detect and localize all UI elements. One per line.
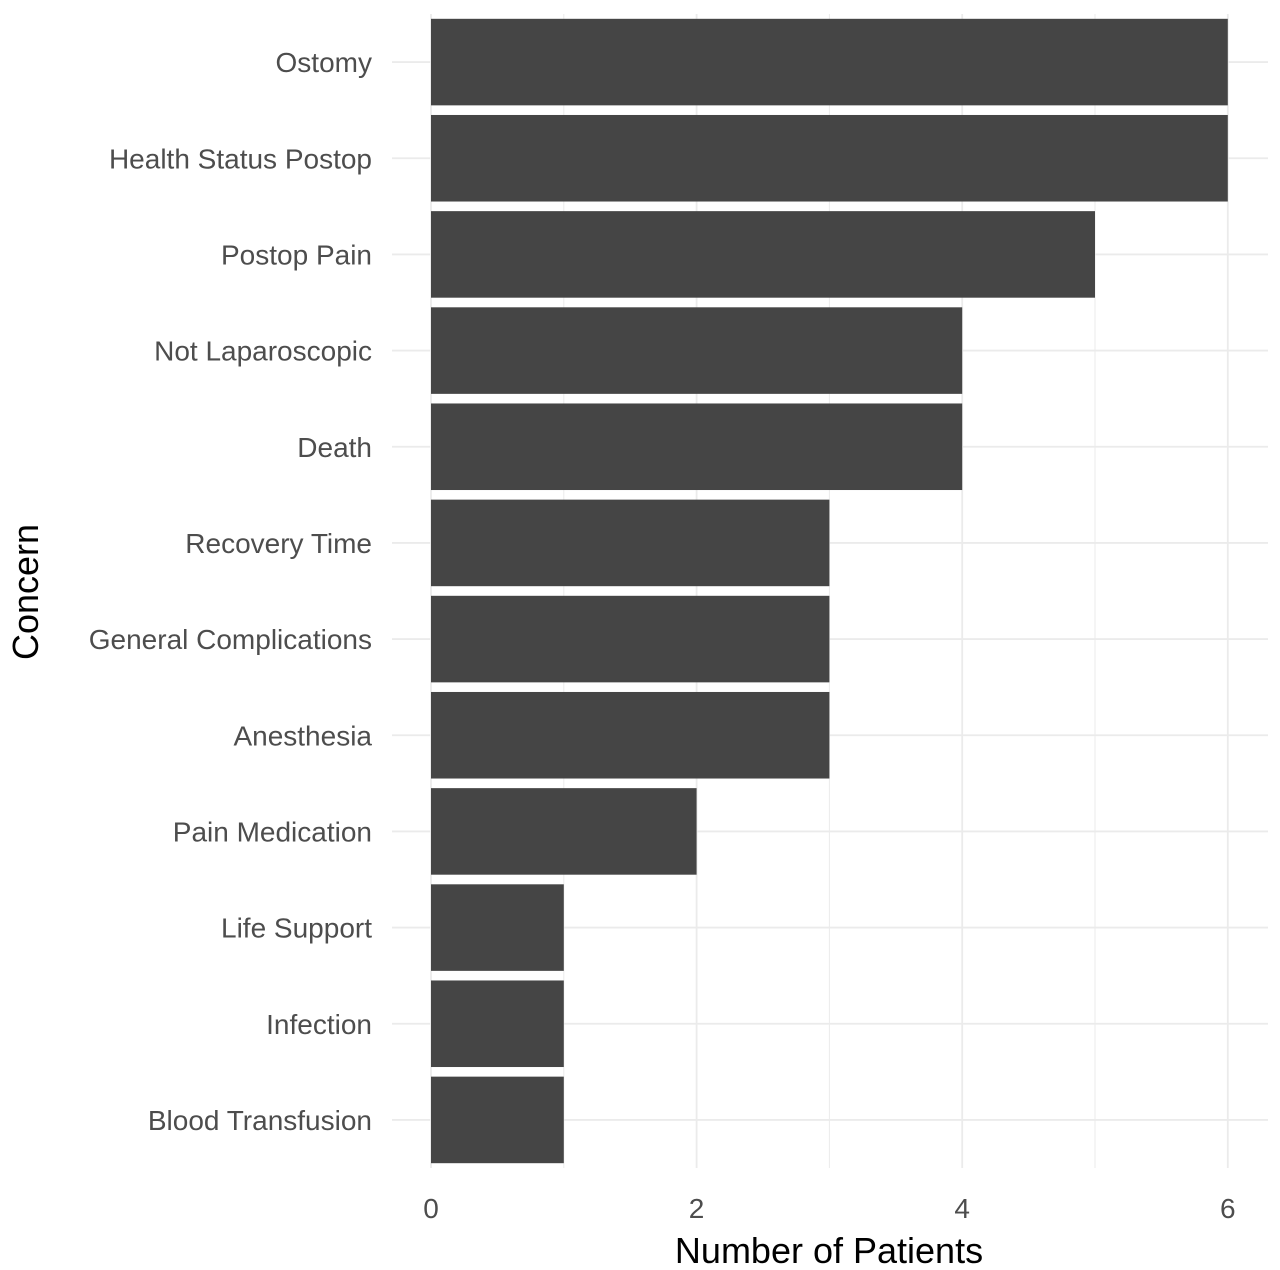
x-axis-title: Number of Patients — [675, 1230, 983, 1270]
bar-health-status-postop — [431, 114, 1228, 202]
y-tick-label: Health Status Postop — [109, 143, 372, 174]
y-tick-label: Blood Transfusion — [148, 1105, 372, 1136]
y-axis-title: Concern — [5, 524, 46, 660]
bar-death — [431, 403, 963, 491]
y-tick-label: Pain Medication — [173, 816, 372, 847]
y-tick-label: Ostomy — [276, 47, 372, 78]
x-tick-label: 0 — [423, 1193, 439, 1224]
bars — [431, 18, 1228, 1164]
bar-postop-pain — [431, 211, 1095, 298]
x-tick-label: 6 — [1220, 1193, 1236, 1224]
bar-recovery-time — [431, 499, 830, 587]
y-tick-label: Postop Pain — [221, 239, 372, 270]
y-tick-label: Life Support — [221, 913, 372, 944]
x-tick-label: 2 — [689, 1193, 705, 1224]
y-tick-label: General Complications — [89, 624, 372, 655]
bar-pain-medication — [431, 788, 697, 875]
bar-infection — [431, 980, 564, 1068]
x-tick-label: 4 — [954, 1193, 970, 1224]
bar-not-laparoscopic — [431, 307, 963, 394]
bar-anesthesia — [431, 691, 830, 779]
y-tick-labels: Ostomy Health Status Postop Postop Pain Not… — [89, 47, 373, 1136]
y-tick-label: Recovery Time — [185, 528, 372, 559]
y-tick-label: Infection — [266, 1009, 372, 1040]
x-tick-labels: 0 2 4 6 — [423, 1193, 1235, 1224]
bar-life-support — [431, 884, 564, 971]
bar-blood-transfusion — [431, 1076, 564, 1164]
y-tick-label: Death — [297, 432, 372, 463]
y-tick-label: Anesthesia — [233, 720, 372, 751]
y-tick-label: Not Laparoscopic — [154, 336, 372, 367]
bar-ostomy — [431, 18, 1228, 106]
bar-general-complications — [431, 595, 830, 683]
